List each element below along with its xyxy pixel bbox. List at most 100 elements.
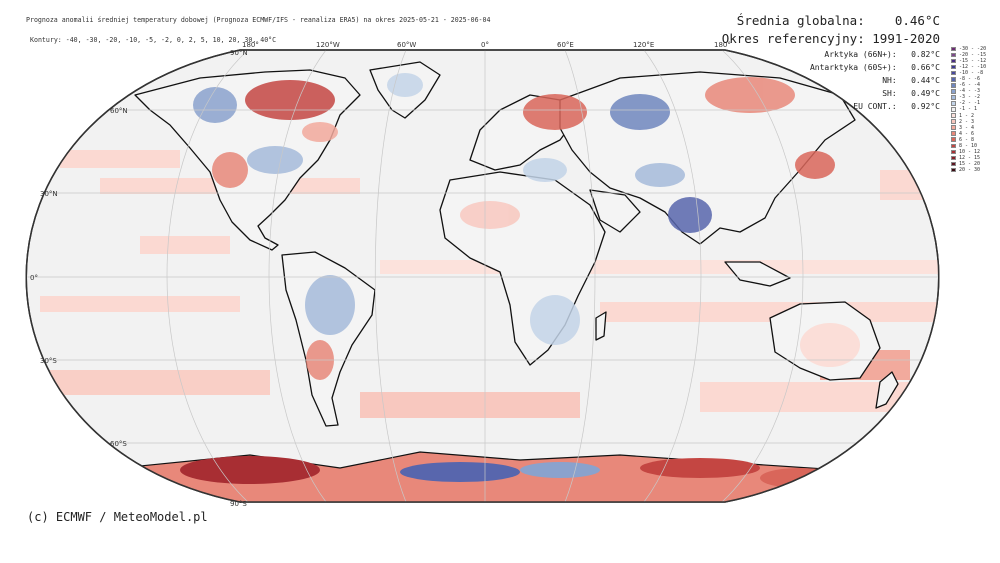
legend-label: -30 - -20 bbox=[959, 46, 987, 53]
reference-value: 1991-2020 bbox=[872, 31, 940, 46]
stat-value: 0.66°C bbox=[911, 63, 940, 72]
legend-swatch bbox=[951, 137, 956, 142]
legend-swatch bbox=[951, 70, 956, 76]
legend-swatch bbox=[951, 161, 956, 167]
legend-label: 4 - 6 bbox=[959, 130, 975, 137]
legend-label: 6 - 8 bbox=[959, 136, 975, 143]
legend-swatch bbox=[951, 89, 956, 94]
legend-entry: -3 - -2 bbox=[951, 94, 986, 100]
legend-swatch bbox=[951, 143, 956, 149]
stat-value: 0.44°C bbox=[911, 76, 940, 85]
stat-label: Antarktyka (60S+): bbox=[809, 63, 897, 72]
legend-swatch bbox=[951, 107, 956, 112]
graticule bbox=[26, 50, 939, 502]
legend-swatch bbox=[951, 113, 956, 118]
legend-swatch bbox=[951, 125, 956, 130]
legend-swatch bbox=[951, 155, 956, 161]
legend-label: 10 - 12 bbox=[959, 148, 981, 155]
legend-entry: -10 - -8 bbox=[951, 70, 986, 76]
legend-label: -15 - -12 bbox=[959, 58, 987, 65]
legend-swatch bbox=[951, 64, 956, 70]
global-mean: Średnia globalna: 0.46°C bbox=[722, 12, 940, 30]
legend-label: 2 - 3 bbox=[959, 118, 975, 125]
global-mean-value: 0.46°C bbox=[894, 13, 940, 28]
lat-label: 0° bbox=[30, 274, 38, 282]
legend-entry: 2 - 3 bbox=[951, 119, 986, 125]
legend-entry: 6 - 8 bbox=[951, 137, 986, 143]
legend-entry: 8 - 10 bbox=[951, 143, 986, 149]
legend-entry: -30 - -20 bbox=[951, 46, 986, 52]
lon-label: 180° bbox=[242, 41, 259, 49]
stat-row-sh: SH: 0.49°C bbox=[722, 87, 940, 100]
legend-label: -20 - -15 bbox=[959, 52, 987, 59]
legend-swatch bbox=[951, 131, 956, 136]
globe-border bbox=[25, 49, 940, 503]
lat-label: 30°S bbox=[40, 357, 57, 365]
legend-swatch bbox=[951, 119, 956, 124]
legend-entry: -8 - -6 bbox=[951, 76, 986, 82]
stat-row-nh: NH: 0.44°C bbox=[722, 74, 940, 87]
legend-label: -2 - -1 bbox=[959, 100, 981, 107]
legend-label: 8 - 10 bbox=[959, 142, 978, 149]
legend-label: -6 - -4 bbox=[959, 82, 981, 89]
legend-entry: -20 - -15 bbox=[951, 52, 986, 58]
legend-label: -10 - -8 bbox=[959, 70, 984, 77]
legend-label: -12 - -10 bbox=[959, 64, 987, 71]
legend-label: -8 - -6 bbox=[959, 76, 981, 83]
lat-label: 60°N bbox=[110, 107, 128, 115]
lat-label: 90°N bbox=[230, 49, 248, 57]
lon-label: 180° bbox=[714, 41, 731, 49]
color-legend: -30 - -20 -20 - -15 -15 - -12 -12 - -10 -10 … bbox=[951, 46, 986, 173]
stat-value: 0.82°C bbox=[911, 50, 940, 59]
legend-entry: 4 - 6 bbox=[951, 131, 986, 137]
reference-period: Okres referencyjny: 1991-2020 bbox=[722, 30, 940, 48]
legend-label: 15 - 20 bbox=[959, 160, 981, 167]
legend-swatch bbox=[951, 95, 956, 100]
legend-entry: -12 - -10 bbox=[951, 64, 986, 70]
longitude-labels: 180° 120°W 60°W 0° 60°E 120°E 180° bbox=[242, 41, 731, 49]
legend-swatch bbox=[951, 58, 956, 64]
lat-label: 60°S bbox=[110, 440, 127, 448]
lon-label: 0° bbox=[481, 41, 489, 49]
stats-panel: Średnia globalna: 0.46°C Okres referency… bbox=[722, 12, 940, 113]
land-anomaly-fields bbox=[193, 73, 860, 380]
legend-entry: -6 - -4 bbox=[951, 82, 986, 88]
global-mean-label: Średnia globalna: bbox=[736, 13, 865, 28]
lon-label: 120°E bbox=[633, 41, 654, 49]
lat-label: 90°S bbox=[230, 500, 247, 508]
legend-entry: -15 - -12 bbox=[951, 58, 986, 64]
legend-label: -3 - -2 bbox=[959, 94, 981, 101]
map-title: Prognoza anomalii średniej temperatury d… bbox=[26, 16, 491, 24]
copyright-notice: (c) ECMWF / MeteoModel.pl bbox=[27, 510, 208, 524]
latitude-labels: 90°N 60°N 30°N 0° 30°S 60°S 90°S bbox=[30, 49, 248, 508]
stat-row-eu: EU CONT.: 0.92°C bbox=[722, 100, 940, 113]
contour-levels: Kontury: -40, -30, -20, -10, -5, -2, 0, … bbox=[30, 36, 277, 44]
legend-label: 12 - 15 bbox=[959, 154, 981, 161]
legend-swatch bbox=[951, 149, 956, 155]
reference-label: Okres referencyjny: bbox=[721, 31, 865, 46]
legend-swatch bbox=[951, 83, 956, 88]
legend-label: -4 - -3 bbox=[959, 88, 981, 95]
legend-entry: -2 - -1 bbox=[951, 100, 986, 106]
stat-row-antarctic: Antarktyka (60S+): 0.66°C bbox=[722, 61, 940, 74]
arabia bbox=[589, 189, 641, 233]
legend-swatch bbox=[951, 167, 956, 173]
stat-value: 0.92°C bbox=[911, 102, 940, 111]
legend-entry: -1 - 1 bbox=[951, 106, 986, 112]
legend-swatch bbox=[951, 77, 956, 82]
stat-label: NH: bbox=[882, 76, 897, 85]
legend-entry: 10 - 12 bbox=[951, 149, 986, 155]
stat-label: Arktyka (66N+): bbox=[824, 50, 897, 59]
stat-value: 0.49°C bbox=[911, 89, 940, 98]
legend-entry: 1 - 2 bbox=[951, 113, 986, 119]
lon-label: 60°E bbox=[557, 41, 574, 49]
stat-label: SH: bbox=[882, 89, 897, 98]
legend-swatch bbox=[951, 101, 956, 106]
new-zealand bbox=[875, 371, 899, 409]
legend-entry: -4 - -3 bbox=[951, 88, 986, 94]
legend-swatch bbox=[951, 52, 956, 58]
lon-label: 60°W bbox=[397, 41, 416, 49]
legend-entry: 12 - 15 bbox=[951, 155, 986, 161]
legend-entry: 20 - 30 bbox=[951, 167, 986, 173]
